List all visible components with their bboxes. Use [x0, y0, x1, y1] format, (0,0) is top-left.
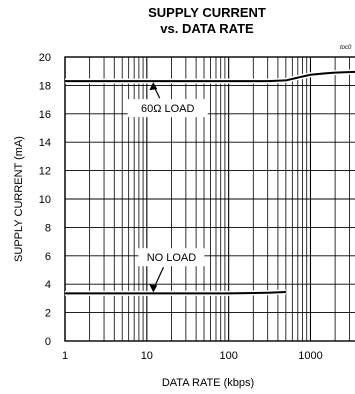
- y-tick-label: 10: [39, 194, 51, 206]
- series-line-backdrop: [65, 72, 355, 81]
- chart-title-line-2: vs. DATA RATE: [160, 21, 254, 36]
- y-tick-label: 8: [45, 222, 51, 234]
- annotation-60-ohm-load: 60Ω LOAD: [141, 103, 195, 115]
- y-tick-label: 2: [45, 308, 51, 320]
- y-tick-label: 12: [39, 166, 51, 178]
- x-tick-label: 10: [141, 350, 153, 362]
- x-tick-label: 1000: [298, 350, 322, 362]
- x-tick-labels: 1 10 100 1000: [62, 350, 323, 362]
- y-tick-label: 18: [39, 80, 51, 92]
- y-tick-label: 16: [39, 109, 51, 121]
- y-tick-label: 4: [45, 279, 51, 291]
- series-group: [65, 72, 355, 294]
- chart-title-line-1: SUPPLY CURRENT: [148, 5, 266, 20]
- annotation-no-load: NO LOAD: [147, 252, 197, 264]
- x-tick-label: 1: [62, 350, 68, 362]
- x-axis-label: DATA RATE (kbps): [162, 377, 254, 389]
- y-tick-label: 14: [39, 137, 51, 149]
- y-tick-label: 0: [45, 336, 51, 348]
- grid: [65, 57, 355, 341]
- y-tick-label: 20: [39, 52, 51, 64]
- y-tick-labels: 0 2 4 6 8 10 12 14 16 18 20: [39, 52, 51, 348]
- y-axis-label: SUPPLY CURRENT (mA): [13, 136, 25, 262]
- x-tick-label: 100: [219, 350, 237, 362]
- figure-code: toc0: [340, 45, 352, 51]
- y-tick-label: 6: [45, 251, 51, 263]
